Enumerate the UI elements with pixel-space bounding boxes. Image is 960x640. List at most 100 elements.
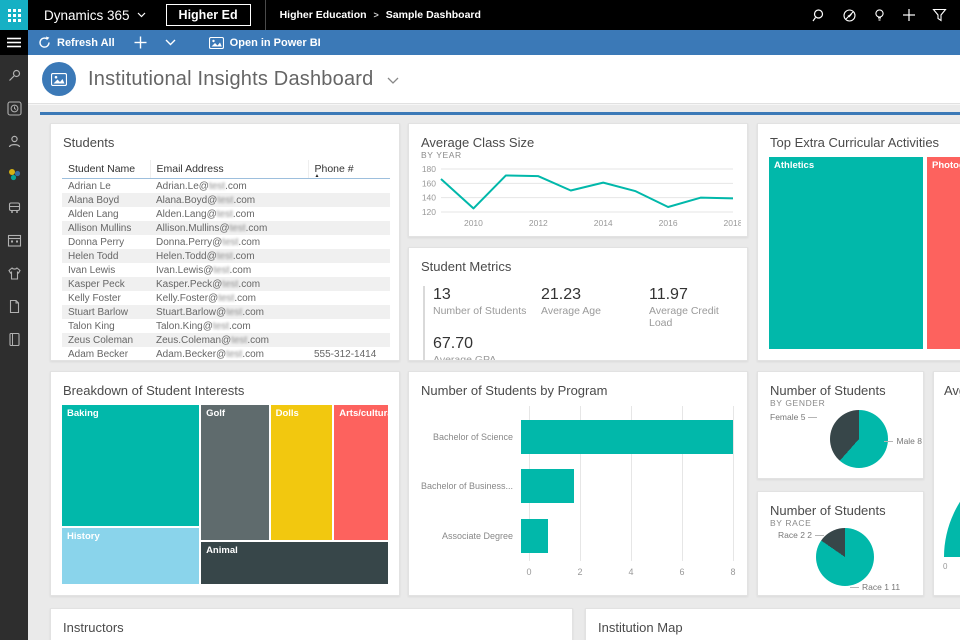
dashboard-canvas: Students Student Name Email Address Phon…: [28, 105, 960, 640]
van-icon[interactable]: [4, 197, 24, 217]
table-row[interactable]: Kelly Foster Kelly.Foster@test.com: [68, 292, 256, 304]
tile-title: Institution Map: [598, 620, 683, 635]
brand-menu[interactable]: Dynamics 365: [28, 0, 160, 30]
treemap-block-baking[interactable]: Baking: [61, 404, 201, 528]
metric-value: 13: [433, 286, 451, 303]
open-in-powerbi-button[interactable]: Open in Power BI: [199, 30, 331, 55]
calendar-icon[interactable]: [4, 230, 24, 250]
pin-icon[interactable]: [4, 65, 24, 85]
left-sidebar: [0, 55, 28, 640]
table-row[interactable]: Stuart Barlow Stuart.Barlow@test.com: [62, 305, 390, 319]
dashboard-selector-chevron[interactable]: [387, 72, 399, 90]
hamburger-icon: [7, 37, 21, 48]
bar-row: Associate Degree: [421, 513, 733, 559]
metric-label: Average Credit Load: [649, 305, 719, 329]
treemap-block-history[interactable]: History: [61, 527, 201, 585]
treemap-block-arts-cultural[interactable]: Arts/cultural: [333, 404, 389, 541]
breadcrumb-area[interactable]: Higher Education: [279, 9, 367, 21]
table-row[interactable]: Zeus Coleman Zeus.Coleman@test.com: [62, 333, 390, 347]
table-row[interactable]: Donna Perry Donna.Perry@test.com: [68, 236, 261, 248]
refresh-all-button[interactable]: Refresh All: [28, 30, 125, 55]
bar-chart: Bachelor of Science Bachelor of Business.…: [421, 406, 736, 583]
tile-instructors[interactable]: Instructors: [50, 608, 573, 640]
table-row[interactable]: Kasper Peck Kasper.Peck@test.com: [62, 277, 390, 291]
tile-student-metrics[interactable]: Student Metrics 13 Number of Students 21…: [408, 247, 748, 361]
svg-text:2018: 2018: [724, 218, 741, 228]
bar[interactable]: [521, 469, 574, 504]
check-circle-icon[interactable]: [836, 2, 862, 28]
bar[interactable]: [521, 519, 548, 554]
tile-title: Average Class Size: [421, 135, 535, 150]
bar[interactable]: [521, 419, 733, 454]
tile-average-class-size[interactable]: Average Class Size BY YEAR 120 140 160 180 2…: [408, 123, 748, 237]
recent-items-icon[interactable]: [4, 98, 24, 118]
table-row[interactable]: Adrian Le Adrian.Le@test.com: [68, 180, 247, 192]
plus-icon: [134, 36, 147, 49]
treemap-block-dolls[interactable]: Dolls: [269, 404, 334, 541]
metrics-grid: 13 Number of Students 21.23 Average Age …: [423, 286, 735, 360]
column-student-name[interactable]: Student Name: [62, 160, 150, 179]
tile-student-interests[interactable]: Breakdown of Student Interests Baking His…: [50, 371, 400, 596]
pie-callout-male: Male 8: [884, 436, 922, 446]
tile-avg-gauge[interactable]: Avg 0: [933, 371, 960, 596]
svg-text:140: 140: [422, 193, 436, 203]
treemap-block-athletics[interactable]: Athletics: [768, 156, 924, 350]
metric-value: 21.23: [541, 286, 582, 303]
table-row[interactable]: Allison Mullins Allison.Mullins@test.com: [62, 221, 390, 235]
module-switcher[interactable]: Higher Ed: [165, 4, 251, 26]
book-icon[interactable]: [4, 329, 24, 349]
column-phone[interactable]: Phone # ▲: [307, 160, 390, 179]
contacts-icon[interactable]: [4, 131, 24, 151]
more-commands-button[interactable]: [156, 30, 185, 55]
tile-students-by-gender[interactable]: Number of Students BY GENDER Female 5 Ma…: [757, 371, 924, 479]
treemap-block-photography[interactable]: Photography: [926, 156, 960, 350]
lightbulb-icon[interactable]: [866, 2, 892, 28]
tile-top-activities[interactable]: Top Extra Curricular Activities Athletic…: [757, 123, 960, 361]
tile-title: Number of Students by Program: [421, 383, 608, 398]
svg-text:2012: 2012: [529, 218, 548, 228]
tile-students[interactable]: Students Student Name Email Address Phon…: [50, 123, 400, 361]
svg-text:2014: 2014: [594, 218, 613, 228]
tile-title: Number of Students: [770, 383, 886, 398]
table-row[interactable]: Alana Boyd Alana.Boyd@test.com: [62, 193, 390, 207]
add-tile-button[interactable]: [125, 30, 156, 55]
metric-number-of-students: 13 Number of Students: [433, 286, 541, 329]
tile-students-by-program[interactable]: Number of Students by Program Bachelor o…: [408, 371, 748, 596]
table-row[interactable]: Ivan Lewis Ivan.Lewis@test.com: [68, 264, 252, 276]
treemap-block-golf[interactable]: Golf: [200, 404, 270, 541]
chevron-down-icon: [137, 12, 145, 18]
filter-icon[interactable]: [926, 2, 952, 28]
gauge-arc: [944, 442, 960, 557]
svg-text:2016: 2016: [659, 218, 678, 228]
breadcrumb-page[interactable]: Sample Dashboard: [385, 9, 481, 21]
shirt-icon[interactable]: [4, 263, 24, 283]
plus-icon[interactable]: [896, 2, 922, 28]
tile-title: Breakdown of Student Interests: [63, 383, 245, 398]
metric-value: 11.97: [649, 286, 688, 303]
table-row[interactable]: Alden Lang Alden.Lang@test.com: [68, 208, 255, 220]
treemap-block-animal[interactable]: Animal: [200, 540, 389, 585]
pie-callout-race1: Race 1 11: [850, 582, 900, 592]
svg-text:2010: 2010: [464, 218, 483, 228]
column-email[interactable]: Email Address: [149, 160, 308, 179]
main-content: Institutional Insights Dashboard Student…: [28, 55, 960, 640]
bar-category-label: Associate Degree: [441, 531, 513, 542]
table-row[interactable]: Talon King Talon.King@test.com: [68, 320, 251, 332]
search-icon[interactable]: [806, 2, 832, 28]
hamburger-button[interactable]: [0, 30, 28, 55]
dashboard-avatar: [42, 62, 76, 96]
colored-apps-icon[interactable]: [4, 164, 24, 184]
tile-subtitle: BY YEAR: [421, 150, 462, 160]
tile-title: Avg: [944, 383, 960, 398]
tile-students-by-race[interactable]: Number of Students BY RACE Race 2 2 Race…: [757, 491, 924, 596]
table-row[interactable]: Adam Becker Adam.Becker@test.com 555-312-1…: [68, 348, 377, 360]
tile-subtitle: BY RACE: [770, 518, 812, 528]
chevron-down-icon: [165, 39, 176, 46]
tile-institution-map[interactable]: Institution Map: [585, 608, 960, 640]
svg-text:120: 120: [422, 207, 436, 217]
app-launcher-button[interactable]: [0, 0, 28, 30]
table-row[interactable]: Helen Todd Helen.Todd@test.com: [62, 249, 390, 263]
page-icon[interactable]: [4, 296, 24, 316]
